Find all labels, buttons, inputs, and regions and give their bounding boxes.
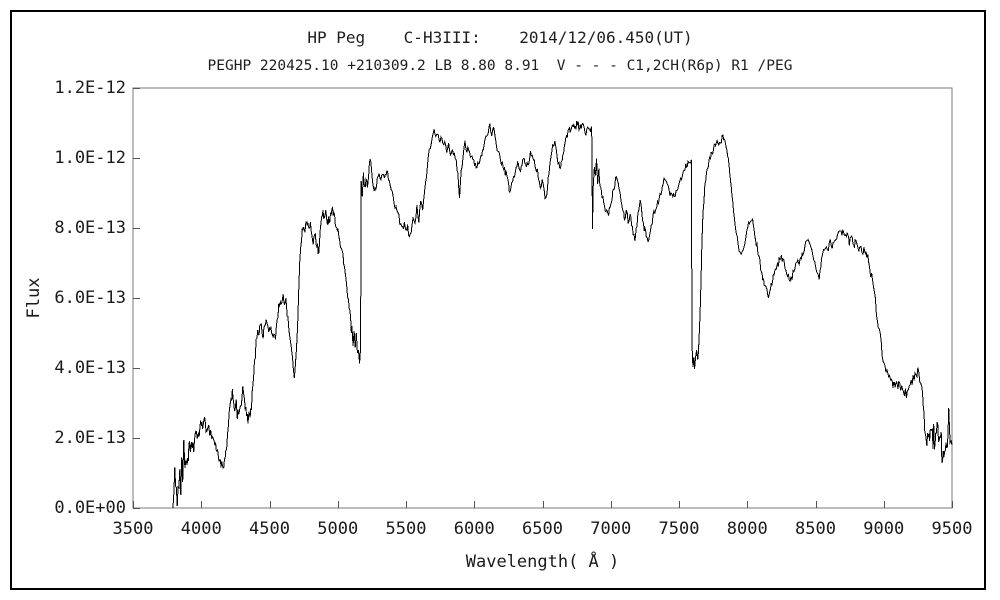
x-tick-label: 7500 bbox=[658, 519, 700, 539]
x-tick-label: 4000 bbox=[180, 519, 222, 539]
chart-subtitle: PEGHP 220425.10 +210309.2 LB 8.80 8.91 V… bbox=[207, 58, 793, 74]
x-tick-label: 5500 bbox=[385, 519, 427, 539]
y-tick-label: 1.0E-12 bbox=[54, 147, 126, 168]
spectrum-line bbox=[172, 121, 953, 509]
x-tick-label: 6500 bbox=[522, 519, 563, 539]
chart-title: HP Peg C-H3III: 2014/12/06.450(UT) bbox=[307, 28, 693, 47]
x-tick-label: 3500 bbox=[112, 519, 154, 539]
x-tick-label: 9000 bbox=[863, 519, 905, 539]
y-tick-label: 6.0E-13 bbox=[54, 287, 126, 308]
x-tick-label: 4500 bbox=[249, 519, 290, 539]
x-tick-label: 8000 bbox=[726, 519, 768, 539]
x-tick-label: 7000 bbox=[590, 519, 632, 539]
y-tick-label: 2.0E-13 bbox=[54, 427, 126, 448]
y-tick-label: 0.0E+00 bbox=[54, 497, 126, 518]
plot-box bbox=[132, 87, 953, 509]
chart-outer-border bbox=[10, 10, 986, 590]
x-tick-label: 9500 bbox=[931, 519, 973, 539]
x-tick-label: 8500 bbox=[795, 519, 836, 539]
y-tick-label: 1.2E-12 bbox=[54, 77, 126, 98]
x-tick-label: 5000 bbox=[317, 519, 359, 539]
y-tick-label: 8.0E-13 bbox=[54, 217, 126, 238]
x-axis-title: Wavelength( Å ) bbox=[465, 552, 620, 572]
y-tick-label: 4.0E-13 bbox=[54, 357, 126, 378]
x-tick-label: 6000 bbox=[453, 519, 495, 539]
